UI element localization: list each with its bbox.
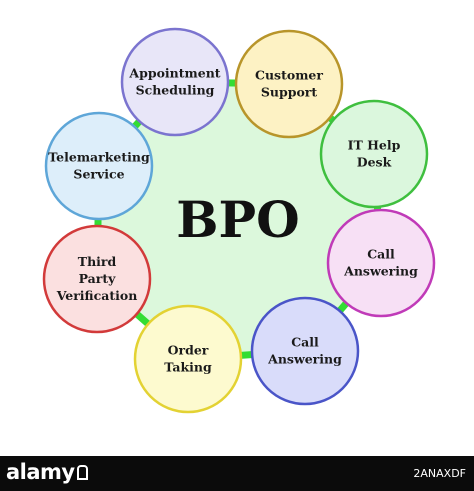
node-label-line: Order: [168, 343, 209, 358]
node-label-line: Party: [79, 271, 117, 286]
node-label-line: Appointment: [128, 66, 220, 81]
node-label: Telemarketing Service: [48, 150, 150, 182]
node-label: IT Help Desk: [348, 138, 401, 170]
node-label-line: Call: [291, 335, 319, 350]
node-label-line: IT Help: [348, 138, 401, 153]
node-circle: [319, 99, 429, 209]
node-label: Call Answering: [343, 247, 418, 279]
node-circle: [133, 304, 243, 414]
node-label-line: Support: [261, 85, 318, 100]
node-label-line: Verification: [56, 288, 138, 303]
node-call-answering: Call Answering: [250, 296, 360, 406]
node-appointment-scheduling: Appointment Scheduling: [120, 27, 230, 137]
node-label: Call Answering: [267, 335, 342, 367]
node-circle: [120, 27, 230, 137]
center-label-bpo: BPO: [176, 190, 299, 249]
watermark-bar: alamy 2ANAXDF: [0, 456, 474, 491]
node-label-line: Answering: [343, 264, 418, 279]
node-label-line: Customer: [255, 68, 323, 83]
node-circle: [234, 29, 344, 139]
alamy-logo-mark-icon: [76, 465, 88, 480]
node-it-help-desk: IT Help Desk: [319, 99, 429, 209]
node-call-answering: Call Answering: [326, 208, 436, 318]
node-label: Appointment Scheduling: [128, 66, 220, 98]
node-circle: [42, 224, 152, 334]
central-hub-octagon: [97, 82, 381, 359]
node-telemarketing-service: Telemarketing Service: [44, 111, 154, 221]
node-label: Third Party Verification: [56, 254, 138, 303]
node-label-line: Taking: [164, 360, 212, 375]
node-third-party-verification: Third Party Verification: [42, 224, 152, 334]
alamy-logo-text: alamy: [6, 460, 75, 484]
node-circle: [250, 296, 360, 406]
node-circle: [326, 208, 436, 318]
node-label: Order Taking: [164, 343, 212, 375]
node-label-line: Answering: [267, 352, 342, 367]
node-order-taking: Order Taking: [133, 304, 243, 414]
node-label: Customer Support: [255, 68, 323, 100]
alamy-logo: alamy: [6, 460, 88, 484]
node-label-line: Scheduling: [136, 83, 215, 98]
image-id: 2ANAXDF: [413, 467, 466, 480]
node-circle: [44, 111, 154, 221]
node-label-line: Telemarketing: [48, 150, 150, 165]
node-label-line: Service: [73, 167, 124, 182]
node-label-line: Third: [78, 254, 117, 269]
node-label-line: Desk: [357, 155, 392, 170]
node-customer-support: Customer Support: [234, 29, 344, 139]
node-label-line: Call: [367, 247, 395, 262]
